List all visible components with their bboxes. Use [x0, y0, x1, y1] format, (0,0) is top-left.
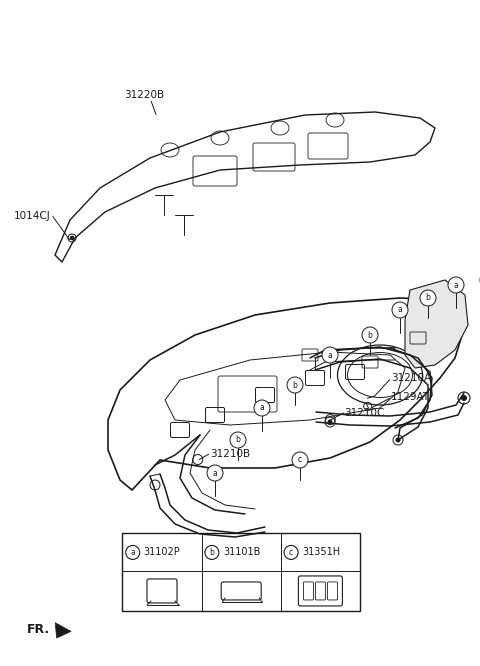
- Text: c: c: [298, 456, 302, 464]
- Text: b: b: [209, 548, 215, 557]
- Polygon shape: [55, 623, 71, 638]
- Text: FR.: FR.: [26, 623, 49, 636]
- Circle shape: [70, 236, 74, 240]
- Circle shape: [392, 302, 408, 318]
- Circle shape: [322, 347, 338, 363]
- Text: b: b: [236, 436, 240, 444]
- Circle shape: [292, 452, 308, 468]
- Circle shape: [126, 545, 140, 559]
- Text: a: a: [328, 350, 332, 360]
- Text: 31102P: 31102P: [144, 547, 180, 557]
- Circle shape: [230, 432, 246, 448]
- Circle shape: [448, 277, 464, 293]
- Text: 31210A: 31210A: [391, 373, 432, 384]
- Text: 31351H: 31351H: [302, 547, 340, 557]
- Polygon shape: [108, 298, 462, 490]
- Text: 31101B: 31101B: [223, 547, 260, 557]
- Text: c: c: [289, 548, 293, 557]
- Text: b: b: [293, 380, 298, 390]
- Bar: [122, 533, 360, 611]
- Circle shape: [396, 438, 400, 442]
- Text: b: b: [426, 294, 431, 302]
- Text: a: a: [454, 280, 458, 290]
- Text: a: a: [131, 548, 135, 557]
- Text: a: a: [260, 404, 264, 412]
- Circle shape: [284, 545, 298, 559]
- Text: 1129AT: 1129AT: [391, 392, 431, 402]
- Circle shape: [461, 395, 467, 401]
- Text: 31210B: 31210B: [210, 449, 251, 460]
- Polygon shape: [405, 280, 468, 368]
- Text: 1014CJ: 1014CJ: [13, 211, 50, 222]
- Circle shape: [254, 400, 270, 416]
- Circle shape: [327, 420, 333, 424]
- Polygon shape: [55, 112, 435, 262]
- Text: a: a: [397, 306, 402, 314]
- Circle shape: [420, 290, 436, 306]
- Circle shape: [362, 327, 378, 343]
- Text: b: b: [368, 330, 372, 340]
- Text: 31220B: 31220B: [124, 90, 164, 101]
- Text: 31210C: 31210C: [345, 408, 385, 418]
- Circle shape: [205, 545, 219, 559]
- Text: a: a: [213, 468, 217, 478]
- Circle shape: [287, 377, 303, 393]
- Circle shape: [207, 465, 223, 481]
